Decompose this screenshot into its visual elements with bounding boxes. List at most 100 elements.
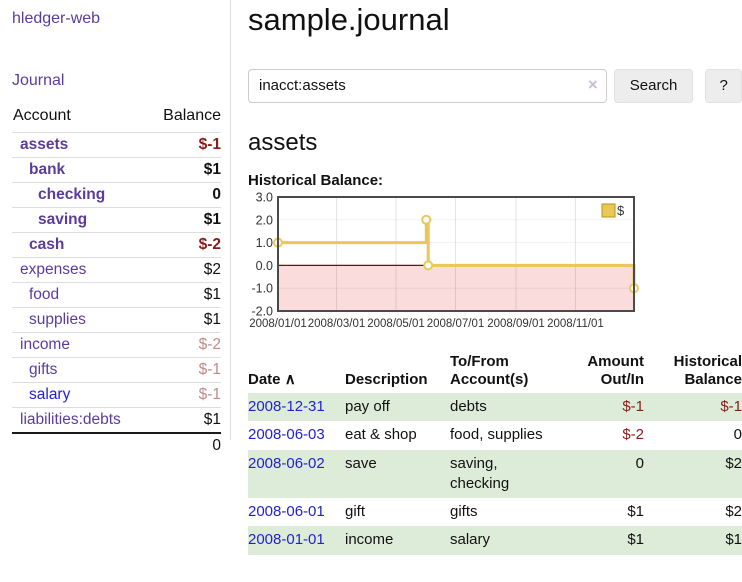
account-link[interactable]: saving — [38, 211, 88, 228]
sidebar: hledger-web Journal Account Balance asse… — [0, 0, 231, 458]
transaction-table: Date ∧ Description To/From Account(s) Am… — [248, 351, 742, 555]
transaction-description: gift — [345, 503, 366, 521]
x-tick-label: 2008/03/01 — [308, 318, 366, 330]
account-balance: $-1 — [147, 382, 221, 408]
account-balance: $1 — [147, 307, 221, 333]
transaction-row: 2008-01-01 income salary $1 $1 — [248, 526, 742, 555]
transaction-date-link[interactable]: 2008-06-03 — [248, 426, 325, 444]
account-row: food $1 — [12, 282, 221, 308]
account-heading: assets — [248, 128, 318, 156]
account-link[interactable]: checking — [38, 186, 106, 203]
y-tick-label: -1.0 — [251, 281, 273, 295]
account-balance-table: Account Balance assets $-1 bank $1 checking 0… — [12, 107, 221, 458]
account-link[interactable]: cash — [29, 236, 65, 253]
y-tick-label: -2.0 — [251, 304, 273, 318]
transaction-row: 2008-06-03 eat & shop food, supplies $-2 0 — [248, 421, 742, 449]
transaction-date-link[interactable]: 2008-06-01 — [248, 503, 325, 521]
search-input[interactable] — [248, 68, 607, 103]
data-point-marker — [423, 260, 434, 271]
legend-label: $ — [617, 203, 625, 218]
y-tick-label: 0.0 — [256, 259, 273, 273]
account-row: checking 0 — [12, 182, 221, 208]
help-button[interactable]: ? — [705, 68, 742, 103]
description-column-header: Description — [345, 371, 428, 389]
negative-region — [278, 265, 634, 311]
account-total-row: 0 — [12, 432, 221, 458]
y-tick-label: 2.0 — [256, 213, 273, 227]
y-tick-label: 3.0 — [256, 192, 273, 205]
transaction-date-cell: 2008-06-01 — [248, 498, 345, 526]
transaction-table-header: Date ∧ Description To/From Account(s) Am… — [248, 351, 742, 394]
date-column-header[interactable]: Date ∧ — [248, 371, 296, 389]
account-link[interactable]: bank — [29, 161, 66, 178]
account-balance: $1 — [147, 282, 221, 308]
transaction-amount: 0 — [635, 454, 644, 472]
balance-column-header: Balance — [163, 107, 221, 124]
transaction-date-cell: 2008-12-31 — [248, 393, 345, 421]
clear-search-icon[interactable]: × — [587, 74, 598, 94]
x-tick-label: 2008/09/01 — [487, 318, 545, 330]
account-row: income $-2 — [12, 332, 221, 358]
account-balance: $-2 — [147, 232, 221, 258]
account-link[interactable]: salary — [29, 386, 71, 403]
transaction-accounts: salary — [450, 531, 491, 549]
account-balance: $-1 — [147, 132, 221, 158]
transaction-amount: $1 — [627, 503, 644, 521]
account-row: saving $1 — [12, 207, 221, 233]
account-link[interactable]: income — [20, 336, 70, 353]
transaction-description: eat & shop — [345, 426, 417, 444]
transaction-date-link[interactable]: 2008-01-01 — [248, 531, 325, 549]
account-row: expenses $2 — [12, 257, 221, 283]
account-link[interactable]: supplies — [29, 311, 86, 328]
transaction-balance: $2 — [725, 503, 742, 521]
transaction-date-link[interactable]: 2008-12-31 — [248, 398, 325, 416]
account-row: bank $1 — [12, 157, 221, 183]
transaction-date-link[interactable]: 2008-06-02 — [248, 454, 325, 472]
account-balance: $1 — [147, 157, 221, 183]
account-balance: 0 — [147, 182, 221, 208]
account-row: salary $-1 — [12, 382, 221, 408]
transaction-description: save — [345, 454, 377, 472]
transaction-accounts: debts — [450, 398, 487, 416]
x-tick-label: 2008/01/01 — [249, 318, 307, 330]
transaction-description: pay off — [345, 398, 390, 416]
transaction-date-cell: 2008-06-03 — [248, 421, 345, 449]
balance-column-header-main: Historical Balance — [673, 352, 742, 389]
brand-link[interactable]: hledger-web — [12, 10, 101, 27]
account-balance: $-1 — [147, 357, 221, 383]
search-form: × Search ? — [248, 68, 742, 103]
transaction-balance: $2 — [725, 454, 742, 472]
account-link[interactable]: food — [29, 286, 60, 303]
data-point-marker — [421, 214, 432, 225]
account-balance: $1 — [147, 207, 221, 233]
account-row: cash $-2 — [12, 232, 221, 258]
account-balance: $2 — [147, 257, 221, 283]
account-link[interactable]: liabilities:debts — [20, 411, 121, 428]
account-total-value: 0 — [147, 432, 221, 458]
chart-title: Historical Balance: — [248, 171, 384, 189]
transaction-row: 2008-12-31 pay off debts $-1 $-1 — [248, 393, 742, 422]
sidebar-item-journal[interactable]: Journal — [12, 72, 65, 89]
transaction-description: income — [345, 531, 394, 549]
transaction-amount: $1 — [627, 531, 644, 549]
transaction-balance: $1 — [725, 531, 742, 549]
search-button[interactable]: Search — [613, 68, 694, 103]
account-link[interactable]: expenses — [20, 261, 87, 278]
account-row: liabilities:debts $1 — [12, 407, 221, 433]
x-tick-label: 2008/05/01 — [367, 318, 425, 330]
page-title: sample.journal — [248, 2, 450, 37]
x-tick-label: 2008/07/01 — [427, 318, 485, 330]
account-link[interactable]: assets — [20, 136, 69, 153]
account-table-body: assets $-1 bank $1 checking 0 saving $1 cash $-2 e… — [12, 132, 221, 433]
transaction-date-cell: 2008-06-02 — [248, 450, 345, 499]
transaction-accounts: saving, checking — [450, 454, 510, 492]
transaction-balance: 0 — [733, 426, 742, 444]
main-content: sample.journal × Search ? assets Histori… — [248, 0, 742, 555]
account-row: supplies $1 — [12, 307, 221, 333]
transaction-accounts: gifts — [450, 503, 478, 521]
account-link[interactable]: gifts — [29, 361, 58, 378]
account-balance: $1 — [147, 407, 221, 433]
account-balance: $-2 — [147, 332, 221, 358]
account-column-header: Account — [13, 107, 71, 124]
sort-ascending-icon: ∧ — [284, 371, 296, 389]
